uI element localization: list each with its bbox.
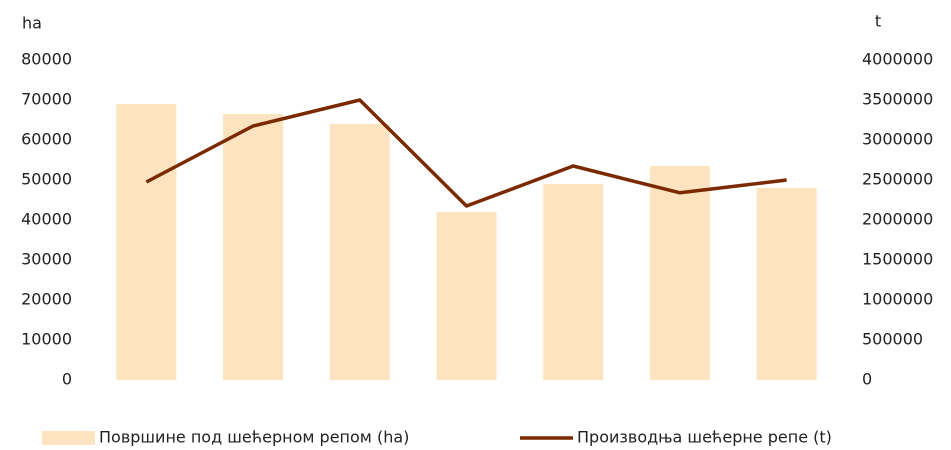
y2-tick-label: 1000000 — [862, 290, 933, 309]
bar — [223, 114, 284, 380]
y2-tick-label: 2500000 — [862, 170, 933, 189]
bar — [329, 124, 390, 380]
y-tick-label: 20000 — [21, 290, 72, 309]
line — [145, 98, 787, 208]
y2-tick-label: 0 — [862, 370, 872, 389]
legend-label: Производња шећерне репе (t) — [577, 428, 832, 447]
y2-tick-label: 500000 — [862, 330, 923, 349]
y-axis-label: ha — [22, 14, 42, 33]
y-tick-label: 50000 — [21, 170, 72, 189]
y-tick-label: 30000 — [21, 250, 72, 269]
y-tick-label: 60000 — [21, 130, 72, 149]
y-tick-label: 0 — [62, 370, 72, 389]
bar — [543, 184, 604, 380]
bar — [756, 188, 817, 380]
y-tick-label: 70000 — [21, 90, 72, 109]
legend-swatch — [42, 431, 95, 445]
y2-tick-label: 4000000 — [862, 50, 933, 69]
y2-tick-label: 1500000 — [862, 250, 933, 269]
y-tick-label: 80000 — [21, 50, 72, 69]
y-tick-label: 10000 — [21, 330, 72, 349]
y-tick-label: 40000 — [21, 210, 72, 229]
y2-tick-label: 3000000 — [862, 130, 933, 149]
legend-label: Површине под шећерном репом (ha) — [99, 428, 409, 447]
y2-tick-label: 3500000 — [862, 90, 933, 109]
bar — [436, 212, 497, 380]
bar — [116, 104, 177, 380]
y2-tick-label: 2000000 — [862, 210, 933, 229]
y2-axis-label: t — [875, 12, 881, 31]
bar — [649, 166, 710, 380]
